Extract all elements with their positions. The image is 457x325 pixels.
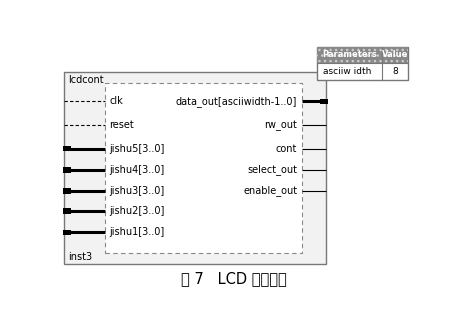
Text: jishu3[3..0]: jishu3[3..0] xyxy=(109,186,165,196)
Text: 8: 8 xyxy=(392,67,398,76)
Text: select_out: select_out xyxy=(247,164,297,175)
Text: enable_out: enable_out xyxy=(243,186,297,196)
Bar xyxy=(105,83,302,253)
Bar xyxy=(64,72,326,264)
Text: asciiw idth: asciiw idth xyxy=(323,67,371,76)
Bar xyxy=(318,46,408,63)
Bar xyxy=(63,188,70,194)
Bar xyxy=(320,99,328,104)
Text: jishu5[3..0]: jishu5[3..0] xyxy=(109,144,165,154)
Text: 图 7   LCD 控制模块: 图 7 LCD 控制模块 xyxy=(181,271,287,286)
Bar xyxy=(63,230,70,235)
Text: inst3: inst3 xyxy=(69,252,93,262)
Text: lcdcont: lcdcont xyxy=(69,74,104,84)
Text: cont: cont xyxy=(276,144,297,154)
Text: reset: reset xyxy=(109,121,134,130)
Bar xyxy=(318,46,408,63)
Text: jishu2[3..0]: jishu2[3..0] xyxy=(109,206,165,216)
Bar xyxy=(318,46,408,80)
Bar xyxy=(63,208,70,214)
Text: clk: clk xyxy=(109,97,123,106)
Text: jishu1[3..0]: jishu1[3..0] xyxy=(109,227,165,238)
Text: data_out[asciiwidth-1..0]: data_out[asciiwidth-1..0] xyxy=(176,96,297,107)
Text: rw_out: rw_out xyxy=(265,120,297,131)
Bar xyxy=(63,146,70,151)
Text: jishu4[3..0]: jishu4[3..0] xyxy=(109,165,165,175)
Text: Value: Value xyxy=(382,50,408,59)
Bar xyxy=(63,167,70,173)
Text: Parameters: Parameters xyxy=(323,50,377,59)
